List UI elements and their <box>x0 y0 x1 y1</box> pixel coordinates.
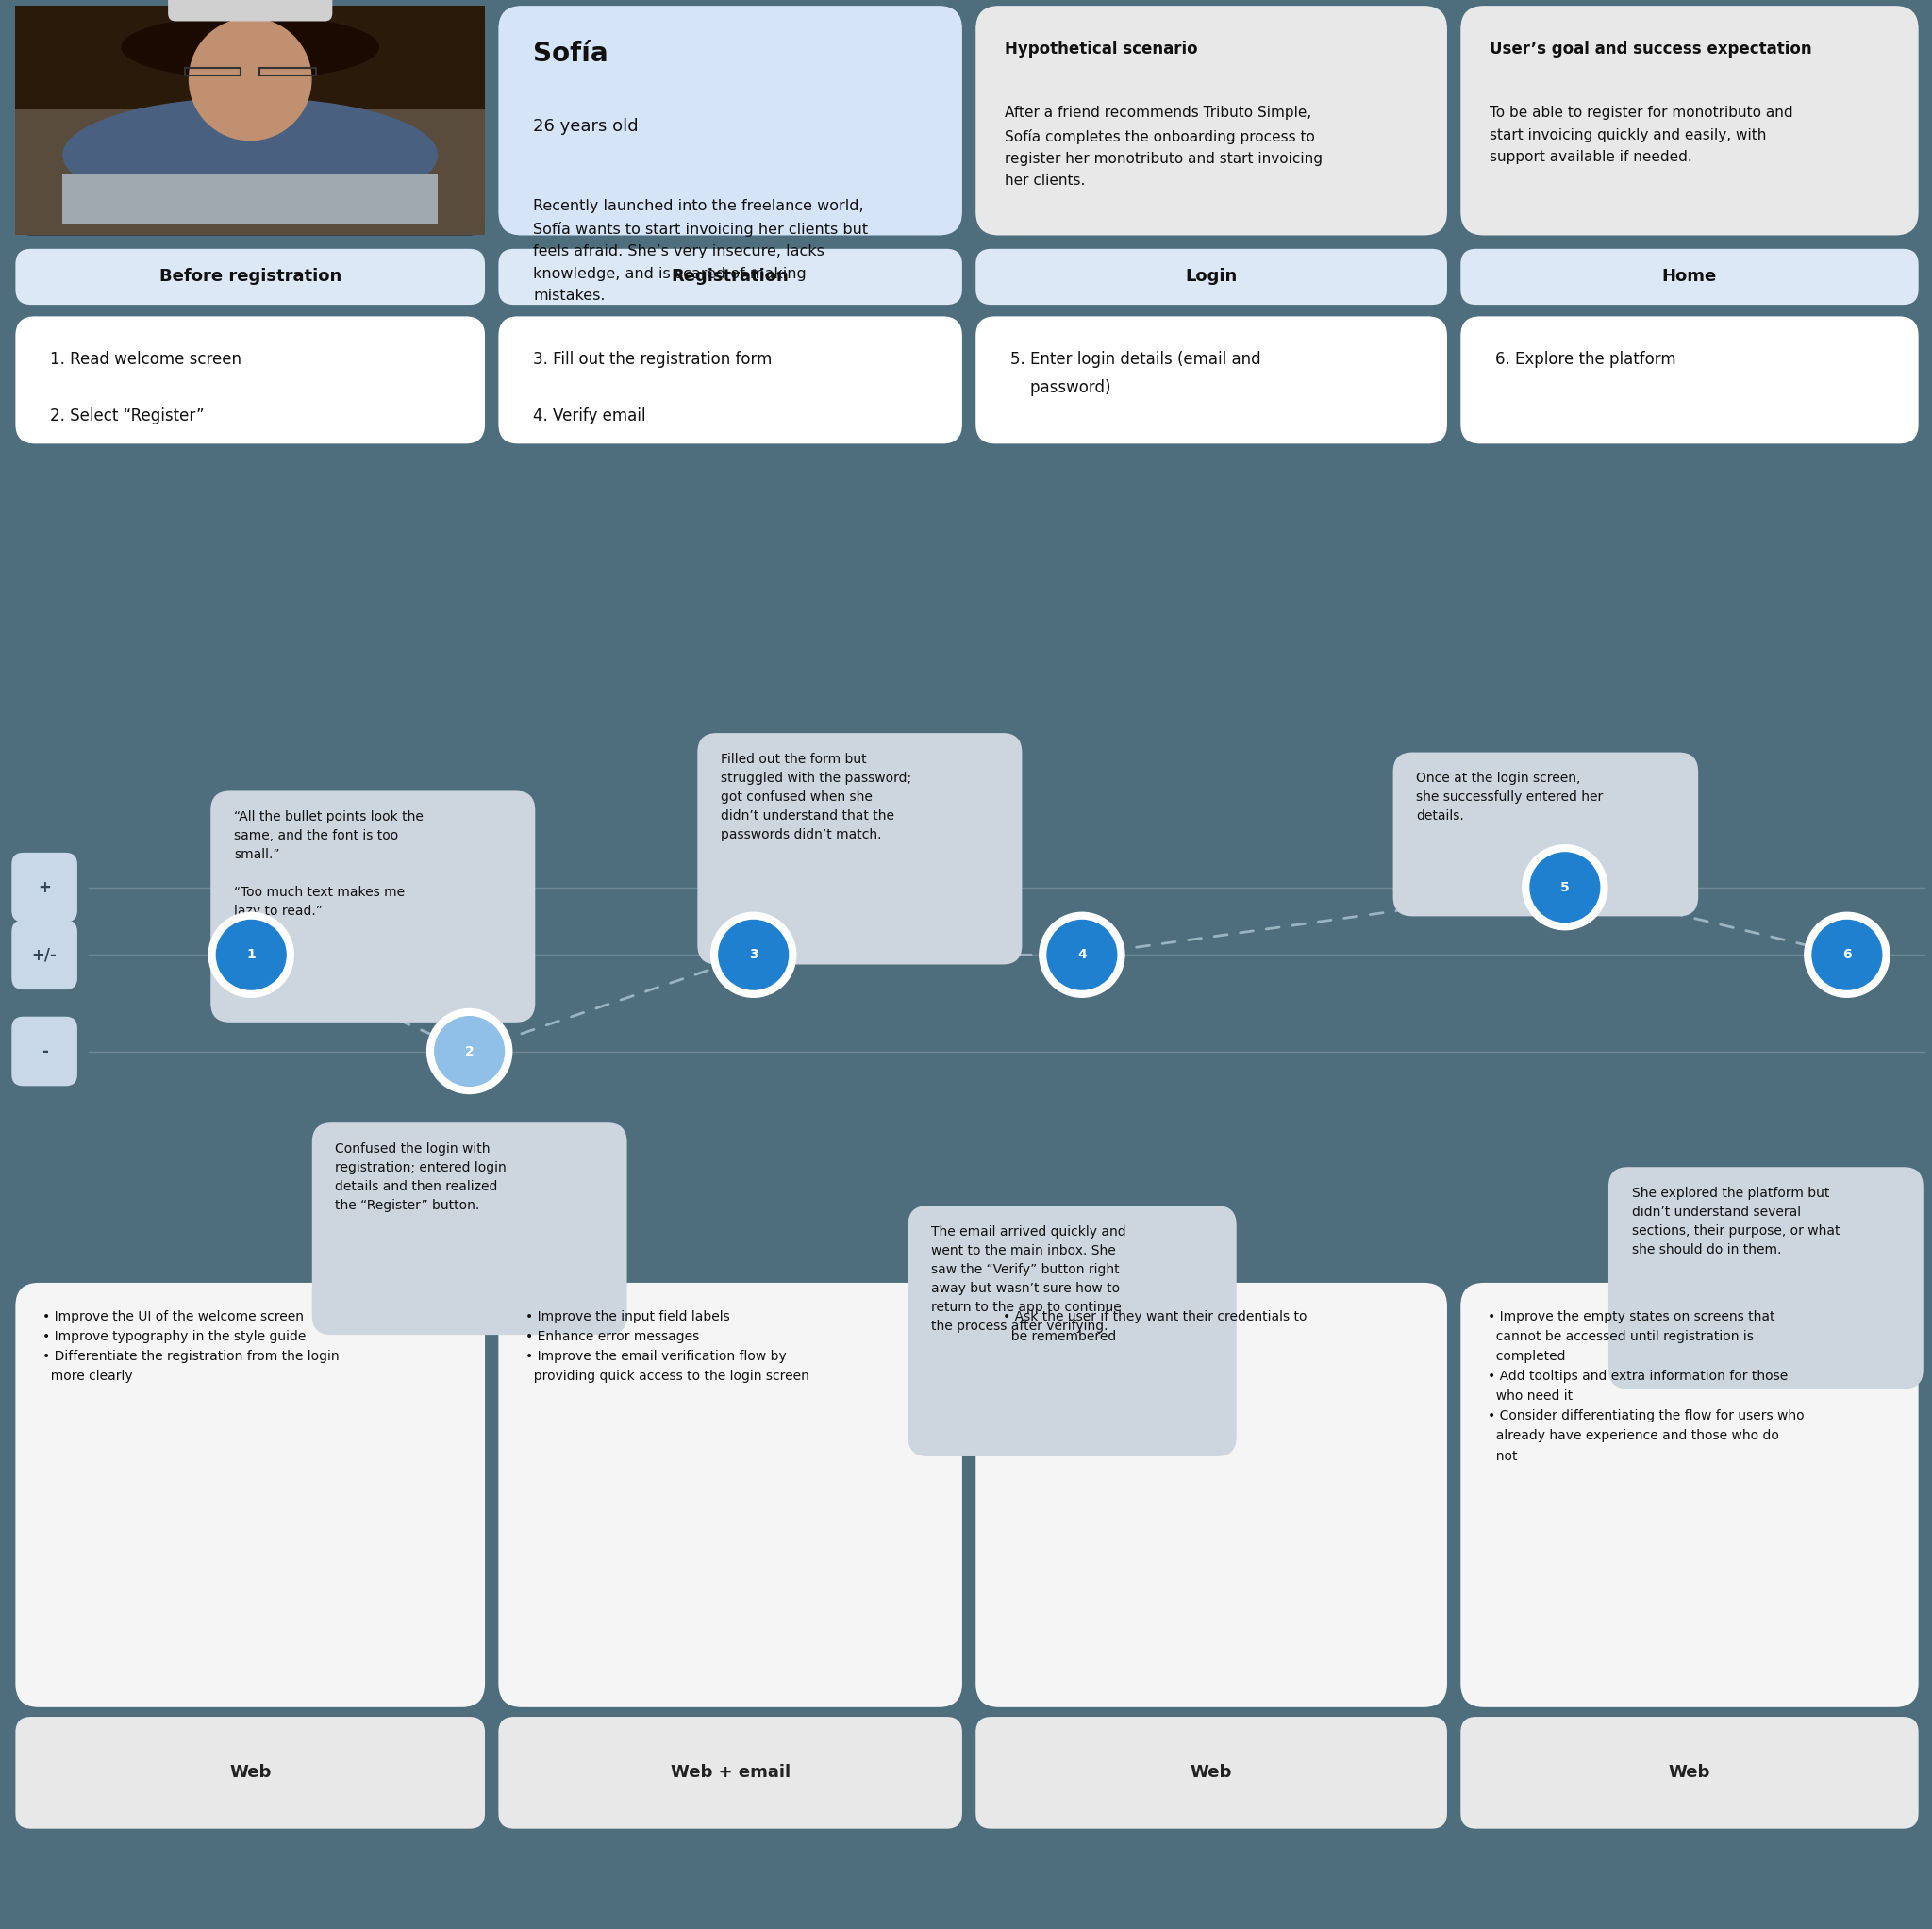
Text: 5. Enter login details (email and
    password): 5. Enter login details (email and passwo… <box>1010 351 1262 395</box>
FancyBboxPatch shape <box>15 316 485 444</box>
Text: Home: Home <box>1662 268 1718 285</box>
FancyBboxPatch shape <box>976 1283 1447 1707</box>
Text: +: + <box>39 880 50 895</box>
Text: Login: Login <box>1186 268 1236 285</box>
FancyBboxPatch shape <box>498 1717 962 1829</box>
FancyBboxPatch shape <box>976 249 1447 305</box>
Bar <box>15 110 485 235</box>
Text: Web: Web <box>230 1765 270 1780</box>
Text: To be able to register for monotributo and
start invoicing quickly and easily, w: To be able to register for monotributo a… <box>1490 106 1793 164</box>
FancyBboxPatch shape <box>1461 249 1918 305</box>
Text: Sofía: Sofía <box>533 41 609 68</box>
FancyBboxPatch shape <box>1461 1283 1918 1707</box>
FancyBboxPatch shape <box>211 791 535 1022</box>
FancyBboxPatch shape <box>15 1283 485 1707</box>
Text: +/-: +/- <box>31 947 58 963</box>
FancyBboxPatch shape <box>1393 752 1698 916</box>
FancyBboxPatch shape <box>498 249 962 305</box>
Circle shape <box>209 912 294 997</box>
Bar <box>259 68 317 75</box>
Text: Registration: Registration <box>672 268 788 285</box>
FancyBboxPatch shape <box>498 1283 962 1707</box>
Text: She explored the platform but
didn’t understand several
sections, their purpose,: She explored the platform but didn’t und… <box>1631 1186 1839 1256</box>
Circle shape <box>1804 912 1889 997</box>
Circle shape <box>719 920 788 990</box>
Text: 1: 1 <box>247 949 255 961</box>
FancyBboxPatch shape <box>15 6 485 235</box>
Text: 1. Read welcome screen

2. Select “Register”: 1. Read welcome screen 2. Select “Regist… <box>50 351 242 424</box>
FancyBboxPatch shape <box>15 1717 485 1829</box>
Text: 3: 3 <box>750 949 757 961</box>
Text: Before registration: Before registration <box>158 268 342 285</box>
Text: Web: Web <box>1190 1765 1233 1780</box>
FancyBboxPatch shape <box>12 920 77 990</box>
Circle shape <box>1530 853 1600 922</box>
FancyBboxPatch shape <box>1607 1167 1924 1389</box>
FancyBboxPatch shape <box>311 1123 626 1335</box>
Text: User’s goal and success expectation: User’s goal and success expectation <box>1490 41 1812 58</box>
Bar <box>184 68 242 75</box>
FancyBboxPatch shape <box>908 1206 1236 1456</box>
Text: Confused the login with
registration; entered login
details and then realized
th: Confused the login with registration; en… <box>336 1142 506 1211</box>
Text: 6: 6 <box>1843 949 1851 961</box>
FancyBboxPatch shape <box>15 249 485 305</box>
FancyBboxPatch shape <box>498 6 962 235</box>
Ellipse shape <box>122 15 379 79</box>
FancyBboxPatch shape <box>12 853 77 922</box>
FancyBboxPatch shape <box>1461 316 1918 444</box>
FancyBboxPatch shape <box>697 733 1022 964</box>
Text: After a friend recommends Tributo Simple,
Sofía completes the onboarding process: After a friend recommends Tributo Simple… <box>1005 106 1323 187</box>
Bar <box>62 174 439 224</box>
Circle shape <box>711 912 796 997</box>
Text: Web + email: Web + email <box>670 1765 790 1780</box>
Text: Filled out the form but
struggled with the password;
got confused when she
didn’: Filled out the form but struggled with t… <box>721 752 912 841</box>
Text: Recently launched into the freelance world,
Sofía wants to start invoicing her c: Recently launched into the freelance wor… <box>533 199 867 303</box>
Circle shape <box>1522 845 1607 930</box>
Bar <box>15 6 485 235</box>
Text: 2: 2 <box>466 1046 473 1057</box>
FancyBboxPatch shape <box>976 1717 1447 1829</box>
Circle shape <box>427 1009 512 1094</box>
Text: 3. Fill out the registration form

4. Verify email: 3. Fill out the registration form 4. Ver… <box>533 351 773 424</box>
Text: -: - <box>41 1044 48 1059</box>
FancyBboxPatch shape <box>976 316 1447 444</box>
FancyBboxPatch shape <box>498 316 962 444</box>
Text: • Improve the empty states on screens that
  cannot be accessed until registrati: • Improve the empty states on screens th… <box>1488 1310 1804 1462</box>
Text: • Improve the UI of the welcome screen
• Improve typography in the style guide
•: • Improve the UI of the welcome screen •… <box>43 1310 340 1383</box>
Text: Hypothetical scenario: Hypothetical scenario <box>1005 41 1198 58</box>
Circle shape <box>189 17 311 141</box>
Text: 6. Explore the platform: 6. Explore the platform <box>1495 351 1677 368</box>
Text: The email arrived quickly and
went to the main inbox. She
saw the “Verify” butto: The email arrived quickly and went to th… <box>931 1225 1126 1333</box>
Circle shape <box>216 920 286 990</box>
FancyBboxPatch shape <box>1461 6 1918 235</box>
Text: 5: 5 <box>1561 882 1569 893</box>
Text: 26 years old: 26 years old <box>533 118 639 135</box>
FancyBboxPatch shape <box>12 1017 77 1086</box>
FancyBboxPatch shape <box>1461 1717 1918 1829</box>
Circle shape <box>1047 920 1117 990</box>
Text: • Ask the user if they want their credentials to
  be remembered: • Ask the user if they want their creden… <box>1003 1310 1306 1343</box>
Text: Web: Web <box>1669 1765 1710 1780</box>
Circle shape <box>435 1017 504 1086</box>
FancyBboxPatch shape <box>168 0 332 21</box>
Circle shape <box>1039 912 1124 997</box>
Text: • Improve the input field labels
• Enhance error messages
• Improve the email ve: • Improve the input field labels • Enhan… <box>526 1310 810 1383</box>
Text: Once at the login screen,
she successfully entered her
details.: Once at the login screen, she successful… <box>1416 772 1604 822</box>
Ellipse shape <box>62 98 439 212</box>
FancyBboxPatch shape <box>976 6 1447 235</box>
Text: 4: 4 <box>1078 949 1086 961</box>
Text: “All the bullet points look the
same, and the font is too
small.”

“Too much tex: “All the bullet points look the same, an… <box>234 810 423 918</box>
Circle shape <box>1812 920 1882 990</box>
